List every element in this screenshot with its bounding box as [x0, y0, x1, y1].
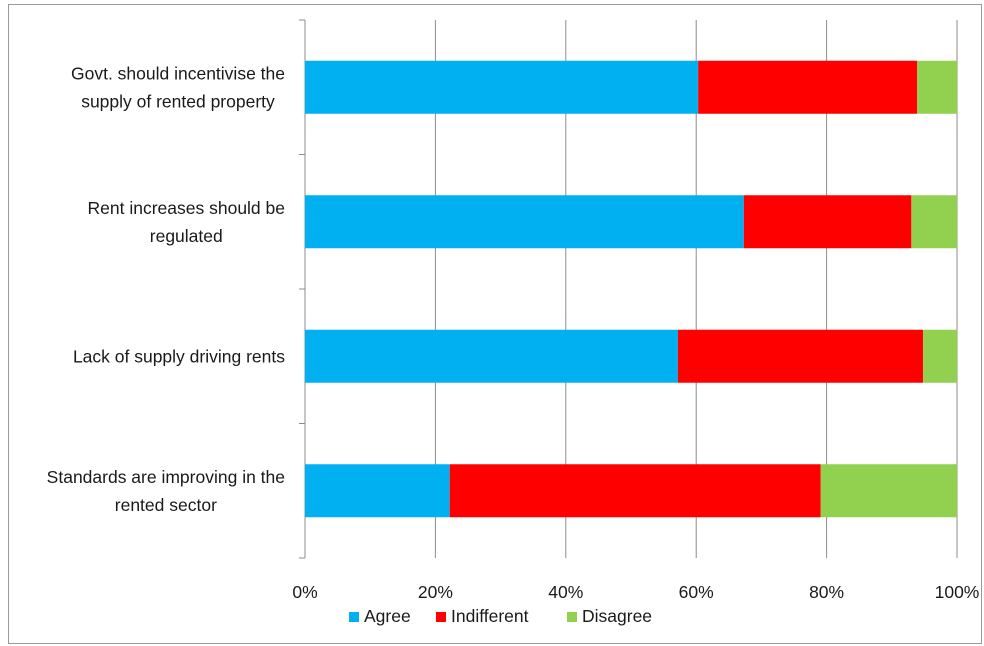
bar-agree-2	[305, 195, 744, 249]
bar-agree-3	[305, 329, 678, 383]
legend-item-agree: Agree	[349, 606, 411, 626]
bar-indifferent-4	[449, 464, 821, 518]
category-label: Lack of supply driving rents	[73, 346, 285, 366]
bar-disagree-4	[820, 464, 957, 518]
legend-label: Indifferent	[451, 606, 529, 626]
category-label: Govt. should incentivise the supply of re…	[71, 63, 285, 111]
x-tick-label: 60%	[679, 582, 714, 602]
legend-item-indifferent: Indifferent	[436, 606, 529, 626]
bar-disagree-1	[917, 60, 957, 114]
x-tick-label: 40%	[548, 582, 583, 602]
legend-swatch-agree	[349, 612, 359, 622]
x-tick-label: 100%	[935, 582, 980, 602]
legend-item-disagree: Disagree	[567, 606, 652, 626]
legend-swatch-disagree	[567, 612, 577, 622]
legend-swatch-indifferent	[436, 612, 446, 622]
category-label: Rent increases should be regulated	[88, 198, 285, 246]
legend-label: Disagree	[582, 606, 652, 626]
x-tick-label: 20%	[418, 582, 453, 602]
category-label: Standards are improving in the rented sec…	[47, 467, 285, 515]
bar-agree-4	[305, 464, 450, 518]
legend-label: Agree	[364, 606, 411, 626]
x-tick-label: 0%	[292, 582, 317, 602]
bar-indifferent-2	[743, 195, 912, 249]
x-tick-label: 80%	[809, 582, 844, 602]
bar-indifferent-1	[698, 60, 918, 114]
bar-disagree-3	[923, 329, 957, 383]
bar-indifferent-3	[677, 329, 924, 383]
bar-disagree-2	[911, 195, 957, 249]
bar-agree-1	[305, 60, 699, 114]
